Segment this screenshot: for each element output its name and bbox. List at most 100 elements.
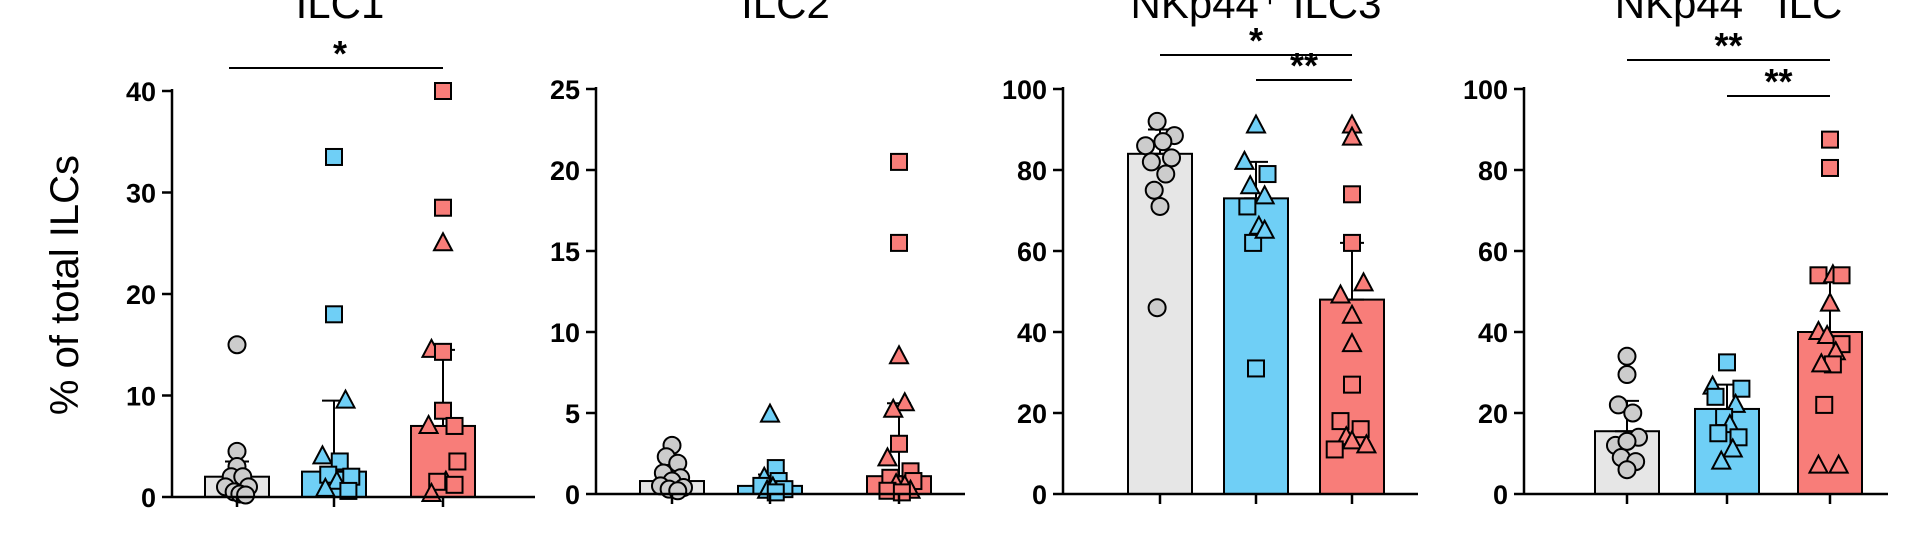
data-point: [1156, 164, 1176, 184]
y-tick-label: 25: [550, 75, 580, 105]
data-point: [325, 305, 343, 324]
data-point: [1153, 132, 1173, 152]
data-point: [1253, 184, 1276, 205]
data-point: [1144, 180, 1164, 200]
data-point: [890, 434, 908, 453]
chart-title: NKp44⁺ ILC3: [1131, 0, 1382, 27]
data-point: [1141, 152, 1161, 172]
y-tick-label: 100: [1002, 75, 1047, 105]
y-tick-label: 40: [1478, 318, 1508, 348]
data-point: [311, 444, 334, 465]
y-tick-label: 20: [1017, 399, 1047, 429]
bar-3: [1319, 298, 1385, 495]
y-tick-label: 10: [126, 382, 156, 412]
y-tick-label: 0: [1032, 480, 1047, 510]
panel-2: ILC2 0 5 10 15 20 25: [550, 0, 965, 510]
data-point: [1325, 440, 1344, 459]
chart-title: ILC2: [741, 0, 830, 27]
significance-label: *: [333, 33, 347, 74]
data-point: [227, 335, 247, 355]
data-point: [334, 388, 357, 409]
data-point: [434, 198, 452, 217]
y-tick-label: 0: [141, 483, 156, 513]
data-point: [882, 397, 904, 418]
y-axis-label: % of total ILCs: [43, 155, 87, 415]
data-point: [1341, 332, 1363, 353]
data-point: [1816, 323, 1838, 345]
data-point: [1722, 437, 1744, 458]
data-point: [434, 401, 452, 420]
data-point: [1331, 412, 1350, 431]
data-point: [1341, 429, 1363, 450]
data-point: [1147, 111, 1167, 131]
data-point: [1617, 431, 1637, 451]
data-point: [1258, 165, 1277, 184]
data-point: [876, 446, 899, 467]
data-point: [1732, 379, 1751, 398]
data-point: [432, 231, 454, 252]
data-point: [1239, 174, 1261, 195]
data-point: [1352, 271, 1375, 292]
panel-1: ILC1 0 10 20 30 40 *: [126, 0, 535, 513]
data-point: [1233, 149, 1256, 170]
data-point: [1617, 460, 1637, 480]
y-tick-label: 80: [1017, 156, 1047, 186]
data-point: [894, 391, 916, 412]
data-point: [1724, 392, 1747, 413]
data-point: [236, 485, 256, 505]
y-tick-label: 0: [565, 480, 580, 510]
y-tick-label: 20: [126, 280, 156, 310]
data-point: [330, 452, 349, 471]
data-point: [1150, 196, 1170, 216]
data-point: [1807, 453, 1830, 474]
data-point: [1147, 298, 1167, 318]
data-point: [417, 413, 440, 434]
y-tick-label: 40: [126, 77, 156, 107]
data-point: [434, 342, 452, 361]
y-tick-label: 100: [1463, 75, 1508, 105]
data-point: [1810, 352, 1833, 373]
data-point: [1832, 266, 1851, 285]
y-tick-label: 15: [550, 237, 580, 267]
data-point: [1343, 233, 1361, 252]
data-point: [1718, 353, 1736, 372]
chart-title: ILC1: [296, 0, 385, 27]
data-point: [1329, 283, 1352, 304]
data-point: [1821, 158, 1839, 177]
y-tick-label: 20: [1478, 399, 1508, 429]
data-point: [1136, 136, 1156, 156]
data-point: [1162, 148, 1182, 168]
data-point: [1253, 218, 1276, 239]
y-tick-label: 80: [1478, 156, 1508, 186]
data-point: [1238, 197, 1257, 216]
data-point: [1821, 130, 1839, 149]
y-tick-label: 0: [1493, 480, 1508, 510]
data-point: [1245, 113, 1267, 134]
y-tick-label: 20: [550, 156, 580, 186]
data-point: [339, 481, 358, 500]
y-tick-label: 30: [126, 179, 156, 209]
chart-title: NKp44⁻ ILC: [1615, 0, 1843, 27]
significance-label: *: [1249, 20, 1263, 61]
data-point: [445, 416, 464, 435]
significance-label: **: [1290, 45, 1318, 86]
data-point: [1341, 303, 1363, 324]
y-tick-label: 5: [565, 399, 580, 429]
data-point: [1819, 291, 1841, 312]
data-point: [1617, 365, 1637, 385]
significance-label: **: [1764, 61, 1792, 102]
data-point: [1247, 359, 1265, 378]
data-point: [890, 152, 908, 171]
data-point: [1706, 387, 1725, 406]
data-point: [1351, 420, 1370, 439]
panels: ILC1 0 10 20 30 40 * ILC2 0 5 10 15 20 25 NKp44⁺ ILC3 0…: [126, 0, 1888, 513]
data-point: [759, 402, 781, 423]
data-point: [1343, 375, 1361, 394]
data-point: [1244, 233, 1263, 252]
data-point: [325, 147, 343, 166]
data-point: [892, 483, 911, 502]
data-point: [1343, 185, 1361, 204]
data-point: [1710, 449, 1732, 470]
data-point: [434, 82, 452, 100]
